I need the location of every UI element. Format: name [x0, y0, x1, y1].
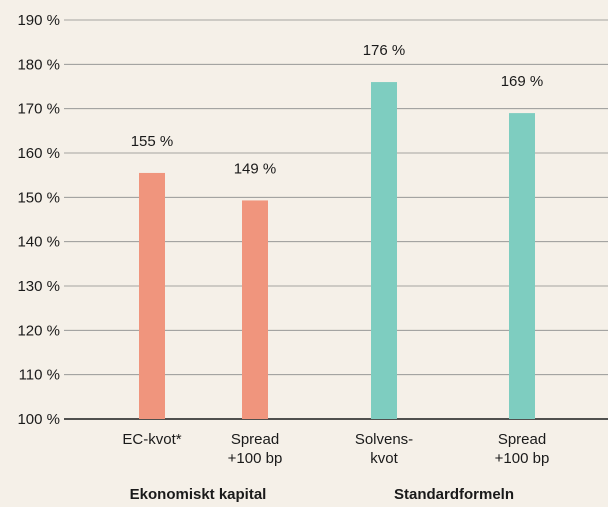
y-tick-label: 130 % [17, 278, 60, 295]
bars [139, 82, 535, 420]
category-labels: EC-kvot* Spread +100 bp Solvens-kvot Spread +… [122, 431, 549, 467]
y-tick-label: 120 % [17, 322, 60, 339]
y-tick-label: 160 % [17, 145, 60, 162]
bar [242, 200, 268, 419]
y-tick-label: 170 % [17, 101, 60, 118]
data-label: 149 % [234, 160, 277, 177]
data-label: 169 % [501, 73, 544, 90]
category-label: +100 bp [495, 450, 550, 467]
category-label: Spread [231, 431, 279, 448]
y-axis-ticks: 100 % 110 % 120 % 130 % 140 % 150 % 160 % 170 %… [17, 12, 60, 428]
y-tick-label: 150 % [17, 189, 60, 206]
y-tick-label: 190 % [17, 12, 60, 29]
group-label: Ekonomiskt kapital [130, 486, 267, 503]
group-label: Standardformeln [394, 486, 514, 503]
category-label: Solvens- [355, 431, 413, 448]
bar [371, 82, 397, 420]
data-label: 176 % [363, 42, 406, 59]
bar [509, 113, 535, 419]
category-label: +100 bp [228, 450, 283, 467]
y-tick-label: 140 % [17, 234, 60, 251]
value-labels: 155 % 149 % 176 % 169 % [131, 42, 544, 177]
bar [139, 172, 165, 419]
data-label: 155 % [131, 133, 174, 150]
category-label: kvot [370, 450, 398, 467]
category-label: Spread [498, 431, 546, 448]
y-tick-label: 110 % [19, 367, 60, 384]
y-tick-label: 100 % [17, 411, 60, 428]
category-label: EC-kvot* [122, 431, 181, 448]
group-labels: Ekonomiskt kapital Standardformeln [130, 486, 514, 503]
y-tick-label: 180 % [17, 56, 60, 73]
